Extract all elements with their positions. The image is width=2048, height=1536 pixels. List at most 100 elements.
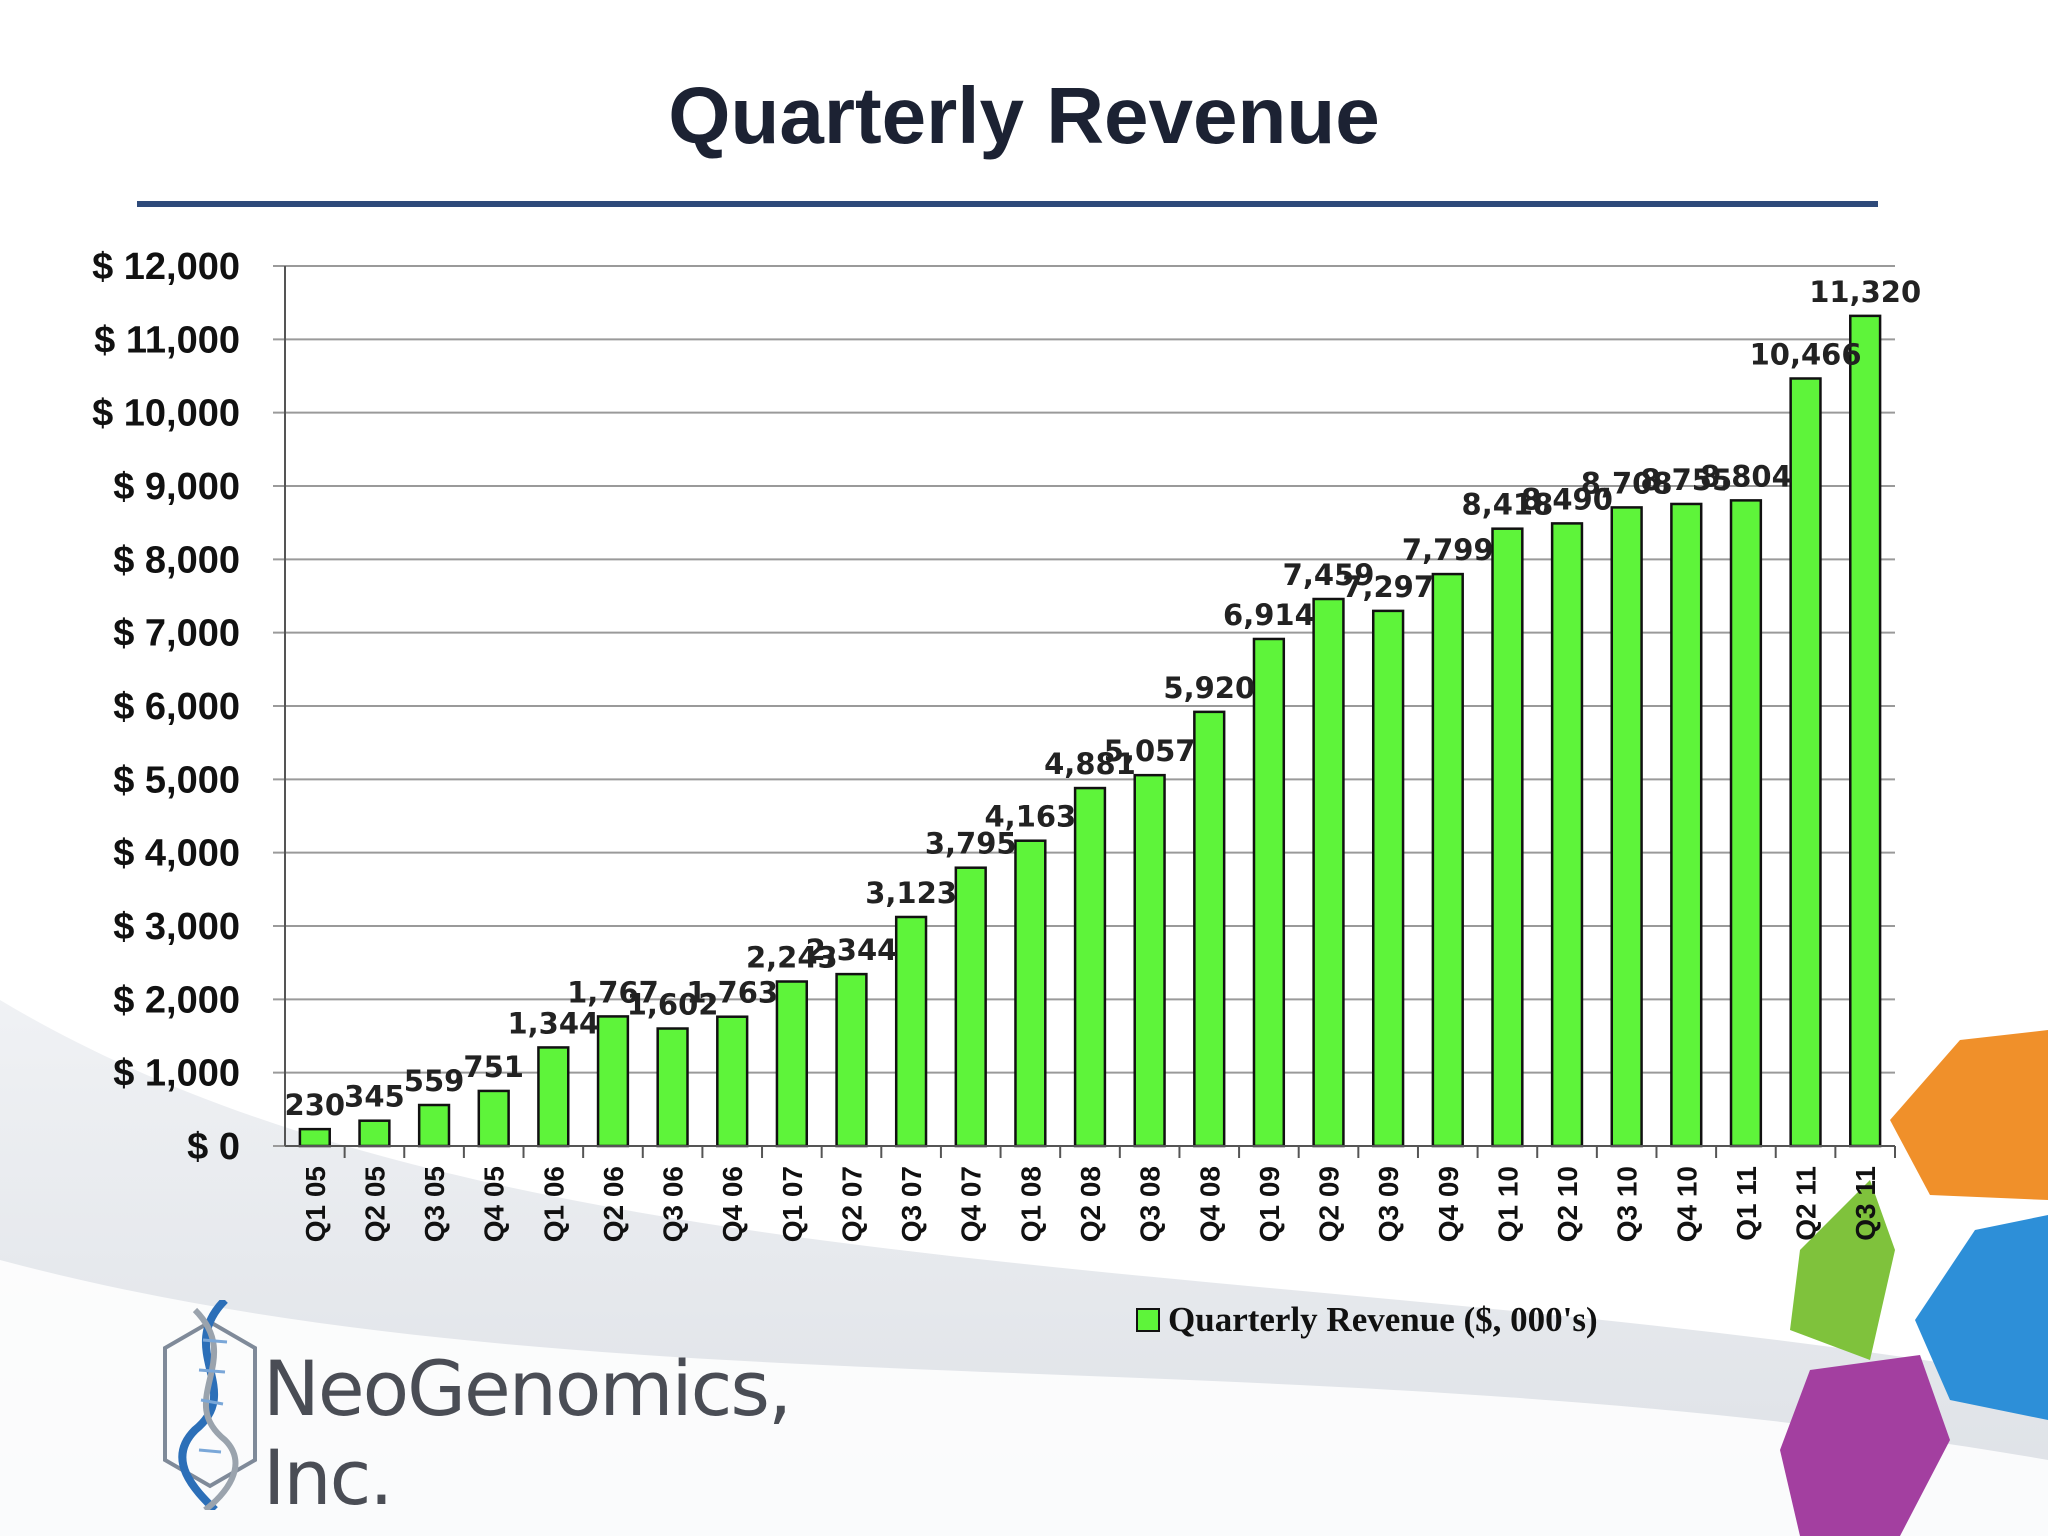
data-label: 10,466 <box>1750 337 1862 371</box>
bar <box>1073 786 1107 1148</box>
bar <box>1312 597 1345 1148</box>
bar <box>1849 314 1882 1148</box>
x-tick-label: Q2 07 <box>836 1166 867 1242</box>
x-tick-label: Q1 06 <box>538 1166 569 1242</box>
x-tick-label: Q1 09 <box>1254 1166 1285 1242</box>
x-tick-label: Q2 10 <box>1552 1166 1583 1242</box>
x-tick-label: Q1 08 <box>1015 1166 1046 1242</box>
hexagon-cells-decoration <box>1780 1030 2048 1536</box>
bar <box>537 1046 570 1148</box>
dna-helix-icon <box>163 1300 257 1510</box>
bar <box>954 866 987 1148</box>
data-label: 7,297 <box>1342 570 1434 604</box>
logo-text: NeoGenomics, Inc. <box>263 1344 792 1522</box>
y-tick-label: $ 4,000 <box>113 833 240 875</box>
data-label: 6,914 <box>1223 598 1315 632</box>
y-tick-label: $ 10,000 <box>92 393 240 435</box>
data-label: 1,767 <box>567 975 659 1009</box>
x-tick-label: Q3 05 <box>419 1166 450 1242</box>
x-tick-label: Q4 05 <box>479 1166 510 1242</box>
bar <box>477 1089 510 1148</box>
bar <box>1610 506 1643 1148</box>
data-label: 3,795 <box>925 827 1017 861</box>
data-label: 751 <box>463 1050 524 1084</box>
y-tick-label: $ 7,000 <box>113 613 240 655</box>
bar <box>1133 773 1166 1148</box>
data-label: 8,804 <box>1700 459 1792 493</box>
y-tick-label: $ 1,000 <box>113 1053 240 1095</box>
data-label: 8,418 <box>1462 488 1554 522</box>
x-tick-labels: Q1 05 Q2 05 Q3 05 Q4 05 Q1 06 Q2 06 Q3 06 Q4 06… <box>300 1166 1881 1242</box>
y-tick-label: $ 3,000 <box>113 906 240 948</box>
data-label: 3,123 <box>865 876 957 910</box>
legend-swatch <box>1136 1308 1160 1332</box>
x-tick-label: Q4 09 <box>1433 1166 1464 1242</box>
bar <box>298 1127 331 1148</box>
y-tick-label: $ 9,000 <box>113 466 240 508</box>
x-tick-label: Q3 10 <box>1612 1166 1643 1242</box>
bars <box>298 314 1882 1148</box>
x-tick-label: Q2 05 <box>359 1166 390 1242</box>
x-tick-label: Q2 09 <box>1314 1166 1345 1242</box>
y-tick-label: $ 0 <box>187 1126 240 1168</box>
data-label: 8,490 <box>1521 482 1613 516</box>
data-label: 2,344 <box>806 933 898 967</box>
bar <box>358 1119 391 1148</box>
x-tick-label: Q4 06 <box>717 1166 748 1242</box>
x-tick-label: Q1 10 <box>1492 1166 1523 1242</box>
bar <box>1550 522 1584 1148</box>
legend-label: Quarterly Revenue ($, 000's) <box>1168 1300 1598 1339</box>
bar <box>656 1027 689 1148</box>
x-tick-label: Q4 07 <box>956 1166 987 1242</box>
data-label: 1,602 <box>627 988 719 1022</box>
x-tick-label: Q1 05 <box>300 1166 331 1242</box>
bar <box>1431 572 1464 1148</box>
title-underline <box>137 201 1878 207</box>
data-label: 345 <box>344 1080 405 1114</box>
x-tick-label: Q4 10 <box>1671 1166 1702 1242</box>
x-tick-label: Q2 11 <box>1791 1166 1822 1241</box>
bar <box>1789 377 1822 1148</box>
bar <box>596 1015 630 1148</box>
x-tick-label: Q2 06 <box>598 1166 629 1242</box>
x-tick-label: Q3 11 <box>1850 1166 1881 1241</box>
data-label: 5,920 <box>1163 671 1255 705</box>
data-label: 8,708 <box>1581 466 1673 500</box>
data-label: 7,799 <box>1402 533 1494 567</box>
x-tick-label: Q3 06 <box>658 1166 689 1242</box>
bar <box>1193 710 1226 1148</box>
x-tick-label: Q4 08 <box>1194 1166 1225 1242</box>
data-label: 4,881 <box>1044 747 1136 781</box>
bar <box>894 915 928 1148</box>
chart-title: Quarterly Revenue <box>668 71 1380 160</box>
bar <box>1014 839 1047 1148</box>
data-label: 11,320 <box>1809 275 1921 309</box>
y-tick-labels: $ 0 $ 1,000 $ 2,000 $ 3,000 $ 4,000 $ 5,000 $ … <box>92 246 240 1168</box>
x-tick-label: Q3 07 <box>896 1166 927 1242</box>
bar <box>775 980 809 1148</box>
data-label: 5,057 <box>1104 734 1196 768</box>
bar <box>1252 637 1286 1148</box>
bar <box>1729 499 1763 1148</box>
data-label: 2,243 <box>746 941 838 975</box>
x-tick-label: Q2 08 <box>1075 1166 1106 1242</box>
data-label: 8,755 <box>1640 463 1732 497</box>
y-tick-label: $ 12,000 <box>92 246 240 288</box>
data-label: 1,344 <box>507 1006 599 1040</box>
y-tick-label: $ 2,000 <box>113 979 240 1021</box>
y-tick-label: $ 5,000 <box>113 759 240 801</box>
data-label: 230 <box>285 1088 346 1122</box>
legend: Quarterly Revenue ($, 000's) <box>1136 1296 1598 1344</box>
bar <box>1371 609 1405 1148</box>
bar <box>716 1015 749 1148</box>
y-tick-label: $ 11,000 <box>94 319 240 361</box>
x-tick-label: Q1 07 <box>777 1166 808 1242</box>
x-tick-label: Q3 09 <box>1373 1166 1404 1242</box>
data-label: 4,163 <box>985 800 1077 834</box>
company-logo: NeoGenomics, Inc. <box>155 1300 895 1522</box>
bar <box>835 972 868 1148</box>
data-labels: 230 345 559 751 1,3441,7671,6021,7632,2432,3… <box>285 275 1922 1122</box>
bar <box>1491 527 1524 1148</box>
